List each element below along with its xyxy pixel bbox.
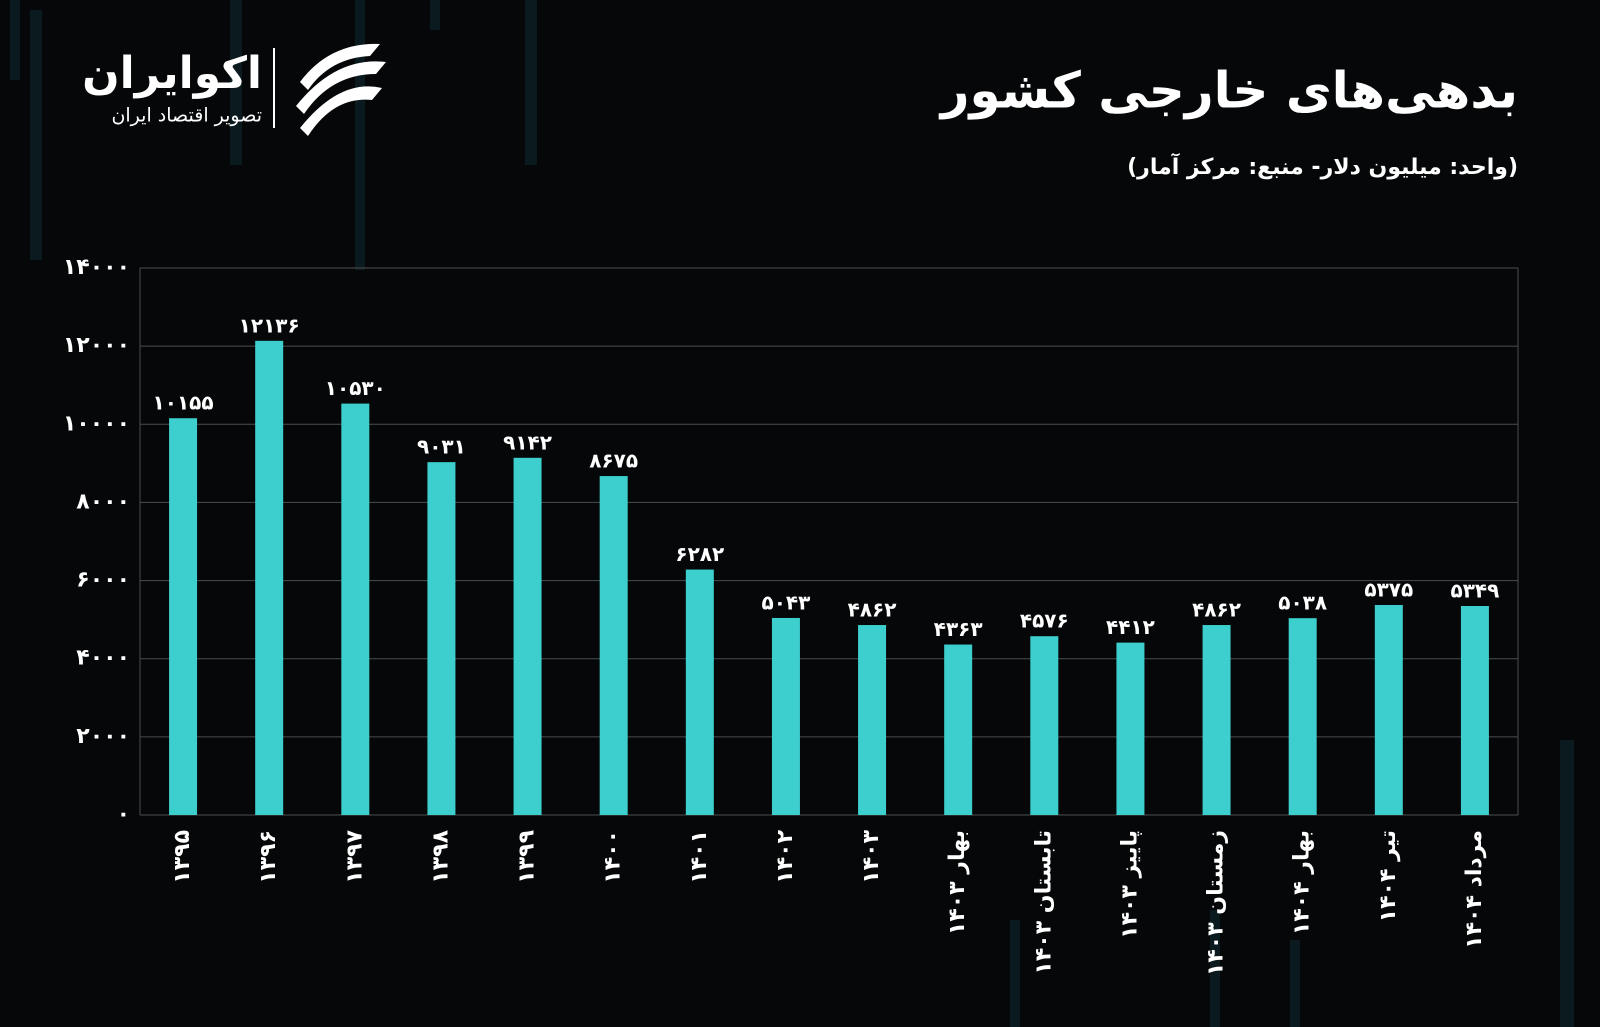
bar [255,340,284,815]
y-tick-label: ۱۲۰۰۰ [63,333,130,358]
x-tick-label: مرداد ۱۴۰۴ [1462,830,1487,949]
y-tick-label: ۱۴۰۰۰ [63,255,130,280]
value-label: ۴۸۶۲ [1192,598,1241,622]
y-tick-label: ۲۰۰۰ [76,724,130,749]
x-tick-label: ۱۴۰۰ [601,830,626,884]
bar [599,476,628,815]
x-tick-label: ۱۴۰۱ [687,830,712,884]
logo-icon [296,43,386,136]
value-label: ۵۰۴۳ [762,590,811,614]
value-label: ۵۰۳۸ [1278,591,1327,615]
value-label: ۱۰۱۵۵ [153,391,214,415]
value-label: ۵۳۴۹ [1451,579,1500,603]
bar [944,644,973,815]
bar [427,462,456,815]
bar [513,457,542,815]
value-label: ۴۵۷۶ [1020,609,1069,633]
x-tick-label: پاییز ۱۴۰۳ [1117,830,1142,939]
value-label: ۹۰۳۱ [417,435,466,459]
x-tick-label: ۱۴۰۲ [773,829,798,883]
chart-title: بدهی‌های خارجی کشور [938,62,1518,121]
bar [169,418,198,815]
bar [1288,618,1317,815]
x-tick-label: ۱۴۰۳ [859,829,884,883]
bar [1116,642,1145,815]
y-tick-label: ۴۰۰۰ [76,646,130,671]
x-tick-label: ۱۳۹۶ [256,830,281,884]
bar [685,569,714,815]
bar [771,617,800,815]
x-tick-label: بهار ۱۴۰۳ [945,830,970,935]
value-label: ۱۰۵۳۰ [325,376,386,400]
value-label: ۴۴۱۲ [1106,615,1155,639]
x-tick-label: ۱۳۹۷ [342,829,367,883]
x-tick-label: ۱۳۹۸ [428,829,453,883]
bar [1030,636,1059,815]
y-tick-label: ۶۰۰۰ [76,568,130,593]
bar [1374,604,1403,815]
bar [858,625,887,815]
value-label: ۱۲۱۳۶ [239,313,300,337]
value-label: ۴۸۶۲ [848,598,897,622]
bar [341,403,370,815]
x-tick-label: ۱۳۹۹ [515,830,540,884]
logo-tagline: تصویر اقتصاد ایران [111,105,262,127]
y-tick-label: ۱۰۰۰۰ [63,411,130,436]
value-label: ۴۳۶۳ [934,617,983,641]
bar [1202,625,1231,815]
y-tick-label: ۸۰۰۰ [76,489,130,514]
logo: اکوایران تصویر اقتصاد ایران [82,43,386,136]
value-label: ۵۳۷۵ [1364,577,1413,601]
x-tick-label: ۱۳۹۵ [170,830,195,884]
background-decoration [10,0,1574,1027]
x-tick-label: تابستان ۱۴۰۳ [1031,830,1056,975]
logo-name: اکوایران [82,48,262,99]
y-tick-label: ۰ [117,802,130,827]
value-label: ۸۶۷۵ [589,449,638,473]
chart-subtitle: (واحد: میلیون دلار- منبع: مرکز آمار) [1127,152,1518,180]
value-label: ۶۲۸۲ [675,542,724,566]
value-label: ۹۱۴۲ [503,430,552,454]
x-tick-label: بهار ۱۴۰۴ [1290,830,1315,935]
bar [1460,606,1489,815]
x-tick-label: زمستان ۱۴۰۳ [1204,830,1229,976]
x-tick-label: تیر ۱۴۰۴ [1376,830,1401,922]
